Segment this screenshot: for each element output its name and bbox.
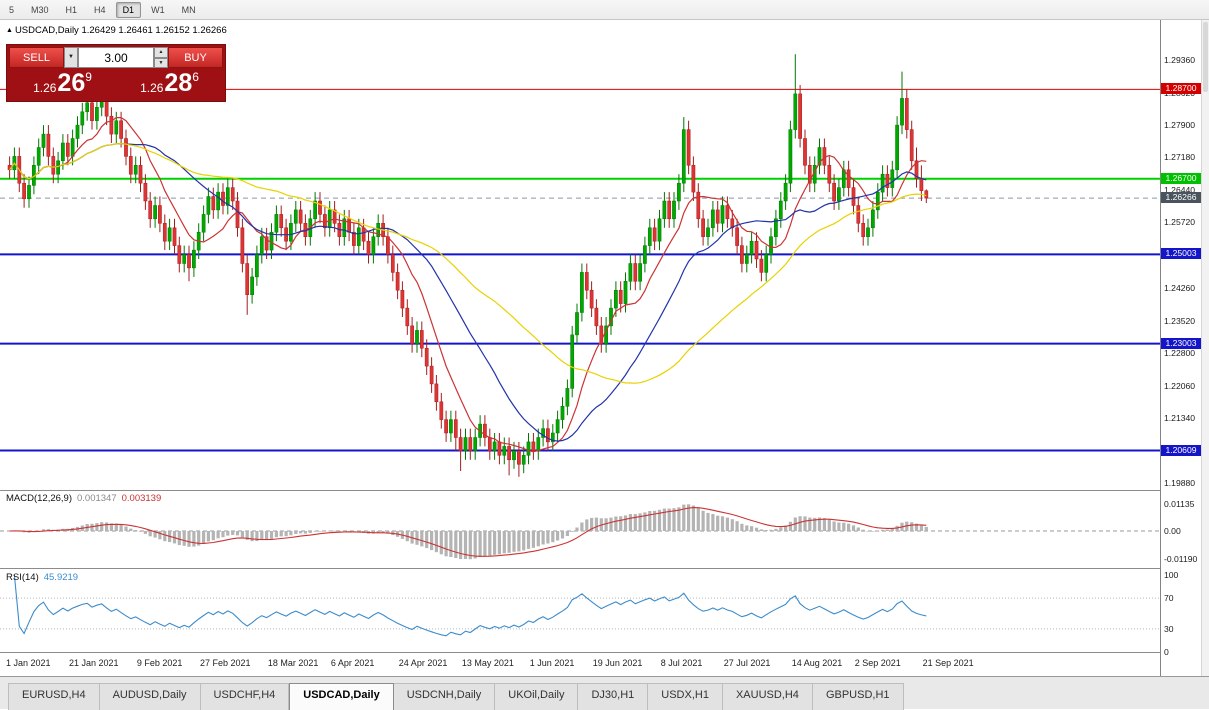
buy-price-pips: 28 (164, 69, 193, 97)
volume-input[interactable] (78, 47, 154, 68)
sell-price-display[interactable]: 1.26 26 9 (9, 68, 116, 99)
price-axis-label: 1.24260 (1164, 282, 1196, 293)
chart-tab-audusd-daily[interactable]: AUDUSD,Daily (99, 683, 201, 710)
timeframe-button-h1[interactable]: H1 (65, 4, 78, 15)
price-axis-label: 1.26440 (1164, 185, 1196, 196)
chart-tab-usdchf-h4[interactable]: USDCHF,H4 (200, 683, 290, 710)
chart-tab-eurusd-h4[interactable]: EURUSD,H4 (8, 683, 100, 710)
chart-title: ▲ USDCAD,Daily 1.26429 1.26461 1.26152 1.… (6, 25, 227, 36)
price-axis-badge: 1.25003 (1161, 248, 1201, 260)
price-axis-label: 1.27900 (1164, 120, 1196, 131)
timeframe-button-d1[interactable]: D1 (115, 1, 142, 18)
date-axis-label: 18 Mar 2021 (268, 658, 319, 668)
timeframe-toolbar: 5 M30 H1 H4 D1 W1 MN (0, 0, 1209, 20)
price-axis-badge: 1.26700 (1161, 172, 1201, 184)
scrollbar-thumb[interactable] (1203, 22, 1208, 92)
chart-tab-usdcad-daily[interactable]: USDCAD,Daily (289, 683, 394, 710)
price-axis-badge: 1.23003 (1161, 337, 1201, 349)
chart-tab-gbpusd-h1[interactable]: GBPUSD,H1 (812, 683, 904, 710)
date-axis-label: 8 Jul 2021 (661, 658, 703, 668)
chart-tab-dj30-h1[interactable]: DJ30,H1 (578, 683, 649, 710)
timeframe-button-w1[interactable]: W1 (151, 4, 165, 15)
rsi-axis-label: 30 (1164, 623, 1174, 634)
volume-increase-button[interactable]: ▲ (154, 47, 168, 58)
date-axis-label: 1 Jun 2021 (530, 658, 575, 668)
macd-signal-value: 0.003139 (121, 493, 162, 504)
price-axis-label: 1.22060 (1164, 380, 1196, 391)
price-axis-label: 1.23520 (1164, 315, 1196, 326)
sell-price-prefix: 1.26 (33, 81, 57, 95)
buy-price-prefix: 1.26 (140, 81, 164, 95)
timeframe-button-mn[interactable]: MN (181, 4, 196, 15)
date-axis-label: 6 Apr 2021 (331, 658, 375, 668)
date-axis-label: 24 Apr 2021 (399, 658, 448, 668)
symbol-triangle-icon: ▲ (6, 27, 13, 34)
price-axis-label: 1.27180 (1164, 152, 1196, 163)
timeframe-button-5[interactable]: 5 (9, 4, 15, 15)
trade-prices-row: 1.26 26 9 1.26 28 6 (9, 68, 223, 99)
rsi-value: 45.9219 (43, 572, 79, 583)
price-axis-label: 1.19880 (1164, 478, 1196, 488)
macd-axis-label: 0.01135 (1164, 499, 1195, 509)
vertical-scrollbar[interactable] (1201, 20, 1209, 676)
volume-dropdown-button[interactable]: ▼ (64, 47, 78, 68)
price-axis-badge: 1.26266 (1161, 192, 1201, 204)
macd-main-value: 0.001347 (77, 493, 117, 504)
price-chart-canvas[interactable]: 1 Jan 2021 21 Jan 2021 9 Feb 2021 27 Feb 20… (0, 20, 1160, 676)
macd-axis-label: -0.01190 (1164, 554, 1198, 565)
sell-button[interactable]: SELL (9, 47, 64, 68)
date-axis-label: 19 Jun 2021 (593, 658, 643, 668)
rsi-axis-label: 100 (1164, 570, 1179, 580)
price-axis-label: 1.21340 (1164, 412, 1196, 423)
date-axis-label: 14 Aug 2021 (792, 658, 843, 668)
price-axis-badge: 1.28700 (1161, 83, 1201, 95)
price-axis-label: 1.22800 (1164, 347, 1196, 358)
price-axis: 1.293601.286201.279001.271801.264401.257… (1160, 20, 1201, 676)
buy-button[interactable]: BUY (168, 47, 223, 68)
chart-ohlc-values: 1.26429 1.26461 1.26152 1.26266 (81, 25, 227, 36)
date-axis-label: 2 Sep 2021 (855, 658, 901, 668)
sell-price-pips: 26 (57, 69, 86, 97)
date-axis-label: 21 Jan 2021 (69, 658, 119, 668)
chevron-down-icon: ▼ (68, 54, 74, 60)
price-axis-label: 1.25720 (1164, 217, 1196, 228)
timeframe-button-m30[interactable]: M30 (31, 4, 49, 15)
rsi-indicator-label: RSI(14) 45.9219 (6, 572, 78, 583)
trade-controls-row: SELL ▼ ▲ ▼ BUY (9, 47, 223, 68)
date-axis-label: 9 Feb 2021 (137, 658, 183, 668)
buy-price-point: 6 (192, 70, 199, 84)
timeframe-button-h4[interactable]: H4 (94, 4, 106, 15)
chart-symbol: USDCAD,Daily (14, 25, 79, 36)
date-axis-label: 27 Feb 2021 (200, 658, 251, 668)
date-axis-label: 27 Jul 2021 (724, 658, 771, 668)
chart-tab-usdx-h1[interactable]: USDX,H1 (648, 683, 723, 710)
price-axis-label: 1.29360 (1164, 55, 1196, 65)
date-axis-label: 1 Jan 2021 (6, 658, 51, 668)
macd-indicator-label: MACD(12,26,9) 0.001347 0.003139 (6, 493, 161, 504)
chart-tabs: EURUSD,H4 AUDUSD,Daily USDCHF,H4 USDCAD,Dai… (0, 683, 1209, 710)
rsi-name: RSI(14) (6, 572, 39, 583)
chart-tabs-bar: EURUSD,H4 AUDUSD,Daily USDCHF,H4 USDCAD,Dai… (0, 676, 1209, 710)
rsi-axis-label: 0 (1164, 647, 1169, 657)
chart-tab-ukoil-daily[interactable]: UKOil,Daily (495, 683, 579, 710)
macd-axis-label: 0.00 (1164, 526, 1181, 536)
chart-tab-xauusd-h4[interactable]: XAUUSD,H4 (722, 683, 813, 710)
buy-price-display[interactable]: 1.26 28 6 (116, 68, 223, 99)
date-axis-label: 21 Sep 2021 (923, 658, 974, 668)
macd-name: MACD(12,26,9) (6, 493, 72, 504)
date-axis-label: 13 May 2021 (462, 658, 514, 668)
volume-stepper: ▲ ▼ (154, 47, 168, 68)
volume-decrease-button[interactable]: ▼ (154, 57, 168, 68)
chart-tab-usdcnh-daily[interactable]: USDCNH,Daily (393, 683, 496, 710)
rsi-axis-label: 70 (1164, 593, 1174, 604)
sell-price-point: 9 (85, 70, 92, 84)
price-axis-badge: 1.20609 (1161, 444, 1201, 456)
